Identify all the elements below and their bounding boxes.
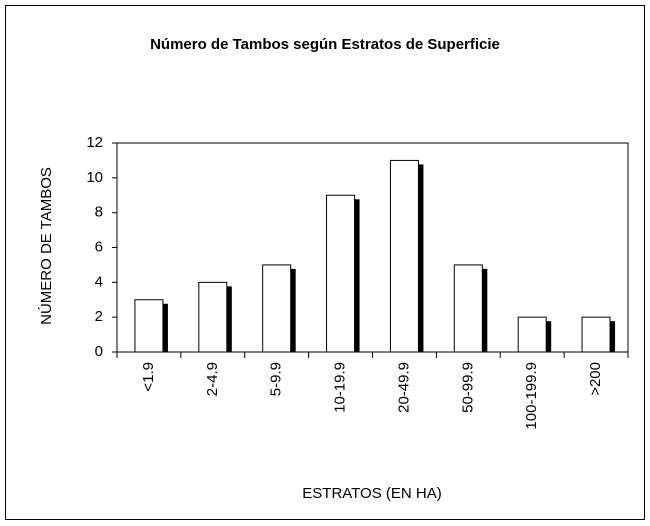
bar-shadow xyxy=(225,286,232,352)
y-tick-label: 8 xyxy=(95,204,103,221)
bar-shadow xyxy=(289,268,296,352)
x-tick-label: 5-9.9 xyxy=(268,362,285,396)
bar-shadow xyxy=(161,303,168,352)
bar xyxy=(134,299,164,353)
x-axis-label: ESTRATOS (EN HA) xyxy=(302,485,441,502)
bar xyxy=(517,316,547,353)
y-tick-label: 10 xyxy=(86,169,103,186)
y-tick-label: 4 xyxy=(95,273,103,290)
y-tick-label: 2 xyxy=(95,308,103,325)
bar xyxy=(581,316,611,353)
chart-border xyxy=(5,5,645,520)
x-tick-label: 10-19.9 xyxy=(332,362,349,413)
bar xyxy=(326,194,356,353)
bar-shadow xyxy=(545,321,552,352)
x-tick-label: 100-199.9 xyxy=(523,362,540,430)
bar xyxy=(262,264,292,353)
bar xyxy=(389,159,419,353)
bar xyxy=(453,264,483,353)
x-tick-label: <1.9 xyxy=(140,362,157,392)
bar-shadow xyxy=(481,268,488,352)
x-tick-label: 50-99.9 xyxy=(459,362,476,413)
chart-title: Número de Tambos según Estratos de Super… xyxy=(150,36,500,53)
x-tick-label: 2-4.9 xyxy=(204,362,221,396)
y-tick-label: 0 xyxy=(95,343,103,360)
bar-shadow xyxy=(417,164,424,352)
y-tick-label: 6 xyxy=(95,238,103,255)
bar xyxy=(198,281,228,353)
y-axis-label: NÚMERO DE TAMBOS xyxy=(38,167,55,325)
x-tick-label: >200 xyxy=(587,362,604,396)
x-tick-label: 20-49.9 xyxy=(395,362,412,413)
bar-shadow xyxy=(609,321,616,352)
bar-shadow xyxy=(353,199,360,352)
y-tick-label: 12 xyxy=(86,134,103,151)
